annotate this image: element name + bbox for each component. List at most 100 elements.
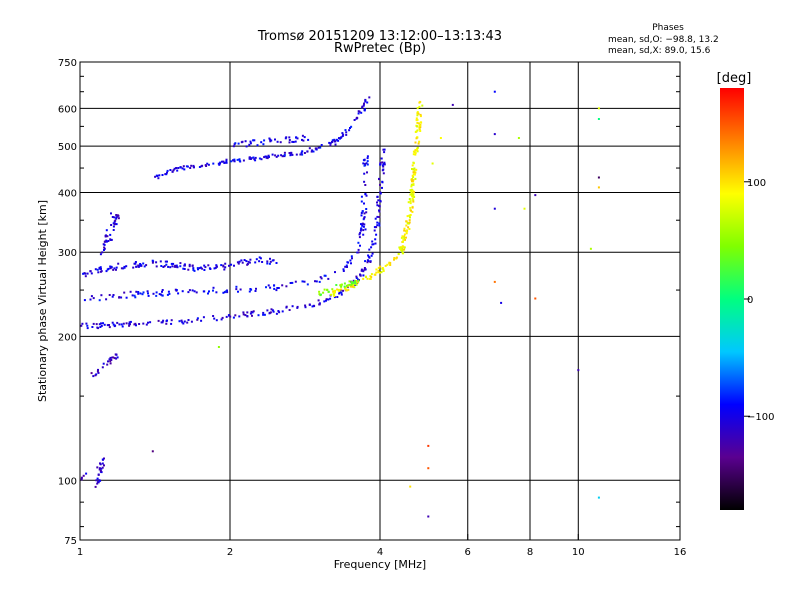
echo-point [327,277,330,280]
echo-point [183,263,186,266]
echo-point [416,114,419,117]
echo-point [380,157,383,160]
echo-point [107,267,110,270]
echo-point [138,323,141,325]
isolated-echo-point [427,467,430,470]
echo-point [361,105,364,108]
echo-point [342,133,345,136]
echo-point [383,163,386,166]
echo-point [409,216,411,219]
x-tick-label: 16 [674,547,687,558]
echo-point [362,225,365,228]
echo-point [312,150,315,153]
echo-point [187,291,190,294]
echo-point [364,268,367,271]
echo-point [412,162,415,165]
echo-point [323,300,326,303]
echo-point [183,168,186,171]
echo-point [277,287,280,289]
echo-point [103,243,106,246]
echo-point [363,268,366,271]
isolated-echo-point [151,450,154,453]
echo-point [191,264,194,267]
echo-point [363,202,365,205]
echo-point [354,284,357,286]
echo-point [132,266,135,269]
echo-point [151,261,154,264]
echo-point [106,324,109,327]
echo-point [395,257,398,260]
echo-point [408,221,411,224]
echo-point [400,248,403,251]
echo-point [376,224,379,227]
echo-point [416,121,419,124]
echo-point [97,368,99,371]
echo-point [378,224,381,227]
echo-point [189,167,192,169]
phase-box-heading: Phases [652,23,684,33]
echo-point [343,285,346,288]
echo-point [343,282,346,285]
echo-point [157,177,160,180]
echo-point [374,238,377,241]
echo-point [357,241,360,244]
x-tick-label: 6 [465,547,471,558]
echo-point [399,247,401,250]
echo-point [289,282,292,284]
echo-point [249,312,252,315]
echo-point [240,259,243,262]
echo-point [383,148,386,151]
echo-point [112,268,115,271]
isolated-echo-point [597,496,600,499]
echo-point [355,279,357,282]
echo-point [318,290,321,293]
echo-point [169,266,172,269]
echo-point [300,151,303,154]
isolated-echo-point [439,137,442,139]
echo-point [83,299,86,302]
echo-point [105,239,108,242]
echo-point [357,248,360,251]
isolated-echo-point [427,444,430,447]
echo-point [410,183,413,186]
echo-point [115,214,118,216]
echo-point [363,164,366,167]
echo-point [109,239,112,241]
echo-point [365,276,367,279]
echo-point [362,277,365,280]
echo-point [365,208,368,210]
echo-point [363,102,365,105]
echo-point [407,226,410,229]
echo-point [233,158,236,161]
echo-point [268,137,271,140]
echo-point [80,478,83,481]
echo-point [406,215,409,218]
echo-point [330,293,332,296]
echo-point [101,466,104,469]
echo-point [403,229,406,232]
echo-point [100,471,103,474]
echo-point [209,268,212,270]
echo-point [418,140,421,143]
echo-point [362,104,365,107]
isolated-echo-point [493,90,496,93]
echo-point [107,240,110,242]
echo-point [85,322,88,325]
echo-point [268,262,271,265]
echo-point [355,277,358,279]
echo-point [256,144,259,147]
echo-point [408,228,411,230]
echo-point [359,231,362,234]
echo-point [340,283,343,286]
echo-point [308,147,311,150]
echo-point [368,248,371,251]
y-tick-label: 400 [58,188,77,199]
echo-point [345,131,348,134]
echo-point [176,169,179,172]
echo-point [274,154,277,157]
echo-point [96,268,99,271]
x-axis-ticks: 1 2 4 6 8 10 16 [77,534,687,558]
echo-point [99,470,102,472]
echo-point [326,288,329,291]
echo-point [164,260,167,263]
